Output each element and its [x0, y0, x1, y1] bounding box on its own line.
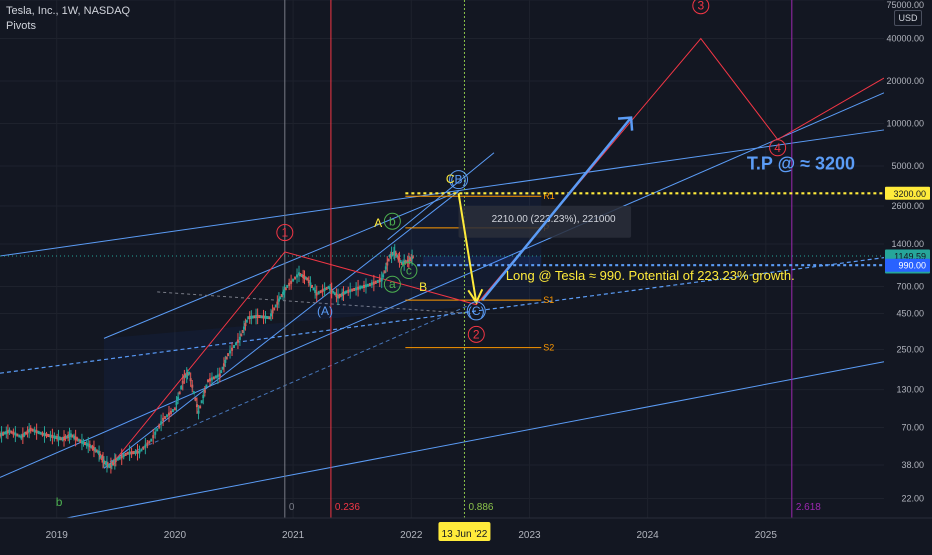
- wave-label: 2: [473, 327, 480, 341]
- pivot-label: S1: [543, 295, 554, 305]
- wave-label: c: [406, 264, 412, 278]
- wave-label-circle: [400, 262, 418, 280]
- trend-channel-line: [103, 190, 459, 339]
- y-tick-label: 70.00: [901, 423, 924, 433]
- y-tick-label: 250.00: [896, 345, 924, 355]
- y-tick-label: 2600.00: [891, 201, 924, 211]
- long-entry-annotation: Long @ Tesla ≈ 990. Potential of 223.23%…: [506, 268, 795, 283]
- highlighted-date-label: 13 Jun '22: [442, 529, 488, 540]
- y-tick-label: 5000.00: [891, 161, 924, 171]
- measure-label: 2210.00 (223.23%), 221000: [492, 214, 616, 225]
- highlighted-date-tag: [438, 522, 491, 541]
- x-tick-label: 2022: [400, 530, 423, 541]
- wave-label: b: [389, 214, 396, 228]
- projection-up-arrow: [481, 116, 633, 301]
- x-tick-label: 2024: [637, 530, 660, 541]
- price-tag-label: 3200.00: [893, 189, 926, 199]
- y-tick-label: 20000.00: [886, 76, 924, 86]
- wave-label-circle: [692, 0, 710, 15]
- pivot-label: S2: [543, 343, 554, 353]
- wave-label: b: [56, 495, 63, 509]
- y-tick-label: 38.00: [901, 460, 924, 470]
- fib-time-label: 0: [289, 502, 295, 513]
- wave-label-circle: [769, 139, 787, 157]
- x-tick-label: 2020: [164, 530, 187, 541]
- wave-label: 4: [774, 141, 781, 155]
- y-tick-label: 450.00: [896, 309, 924, 319]
- wave-label: A: [374, 216, 382, 230]
- wave-label-circle: [383, 212, 401, 230]
- y-tick-label: 75000.00: [886, 0, 924, 10]
- y-tick-label: 130.00: [896, 385, 924, 395]
- dashed-trend-line: [0, 257, 885, 374]
- wave-label-circle: [383, 275, 401, 293]
- wave-label: C: [446, 172, 455, 186]
- y-tick-label: 700.00: [896, 281, 924, 291]
- fib-time-label: 2.618: [796, 502, 821, 513]
- fib-time-label: 0.236: [335, 502, 360, 513]
- wave-label: 3: [697, 0, 704, 13]
- chart-legend: Tesla, Inc., 1W, NASDAQ Pivots: [6, 4, 130, 34]
- x-tick-label: 2023: [518, 530, 541, 541]
- wave-label-circle: [449, 170, 469, 190]
- price-axis-background: [884, 0, 932, 550]
- y-tick-label: 1400.00: [891, 239, 924, 249]
- y-tick-label: 40000.00: [886, 34, 924, 44]
- wave-label: (A): [317, 304, 333, 318]
- fib-time-label: 0.886: [468, 502, 493, 513]
- trend-channel-line: [0, 361, 885, 532]
- take-profit-annotation: T.P @ ≈ 3200: [747, 154, 855, 174]
- x-tick-label: 2021: [282, 530, 305, 541]
- price-tag-tp: [885, 186, 930, 200]
- price-tag-long-entry: [885, 258, 930, 272]
- price-tag-label: 1149.59: [894, 252, 926, 262]
- wave-label: (C): [468, 304, 485, 318]
- dashed-trend-line: [109, 304, 471, 463]
- wave-label: a: [389, 277, 396, 291]
- y-tick-label: 22.00: [901, 493, 924, 503]
- projection-down-arrow: [457, 193, 478, 303]
- dashed-trend-line: [157, 291, 471, 315]
- x-tick-label: 2019: [46, 530, 69, 541]
- x-tick-label: 2025: [755, 530, 778, 541]
- pivot-label: R1: [543, 191, 555, 201]
- currency-unit-button[interactable]: USD: [894, 10, 922, 26]
- wave-label-circle: [467, 325, 485, 343]
- symbol-title[interactable]: Tesla, Inc., 1W, NASDAQ: [6, 5, 131, 17]
- wave-label: (B): [451, 173, 467, 187]
- channel-shading: [104, 191, 542, 469]
- wave-label: B: [419, 280, 427, 294]
- wave-label-circle: [276, 224, 294, 242]
- trend-channel-line: [0, 92, 885, 478]
- measure-range-band: [423, 256, 542, 266]
- wave-label-circle: [466, 301, 486, 321]
- wave-label: 1: [281, 226, 288, 240]
- price-line: [0, 251, 414, 468]
- indicator-name[interactable]: Pivots: [6, 20, 36, 32]
- arrow-head: [617, 116, 634, 131]
- y-tick-label: 10000.00: [886, 118, 924, 128]
- price-tag-label: 990.00: [898, 261, 926, 271]
